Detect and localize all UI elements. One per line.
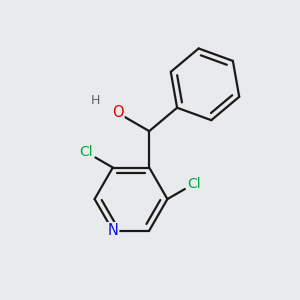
Text: Cl: Cl	[79, 145, 93, 159]
Text: O: O	[112, 105, 124, 120]
Text: N: N	[107, 223, 118, 238]
Text: Cl: Cl	[188, 177, 201, 190]
Text: H: H	[91, 94, 100, 107]
